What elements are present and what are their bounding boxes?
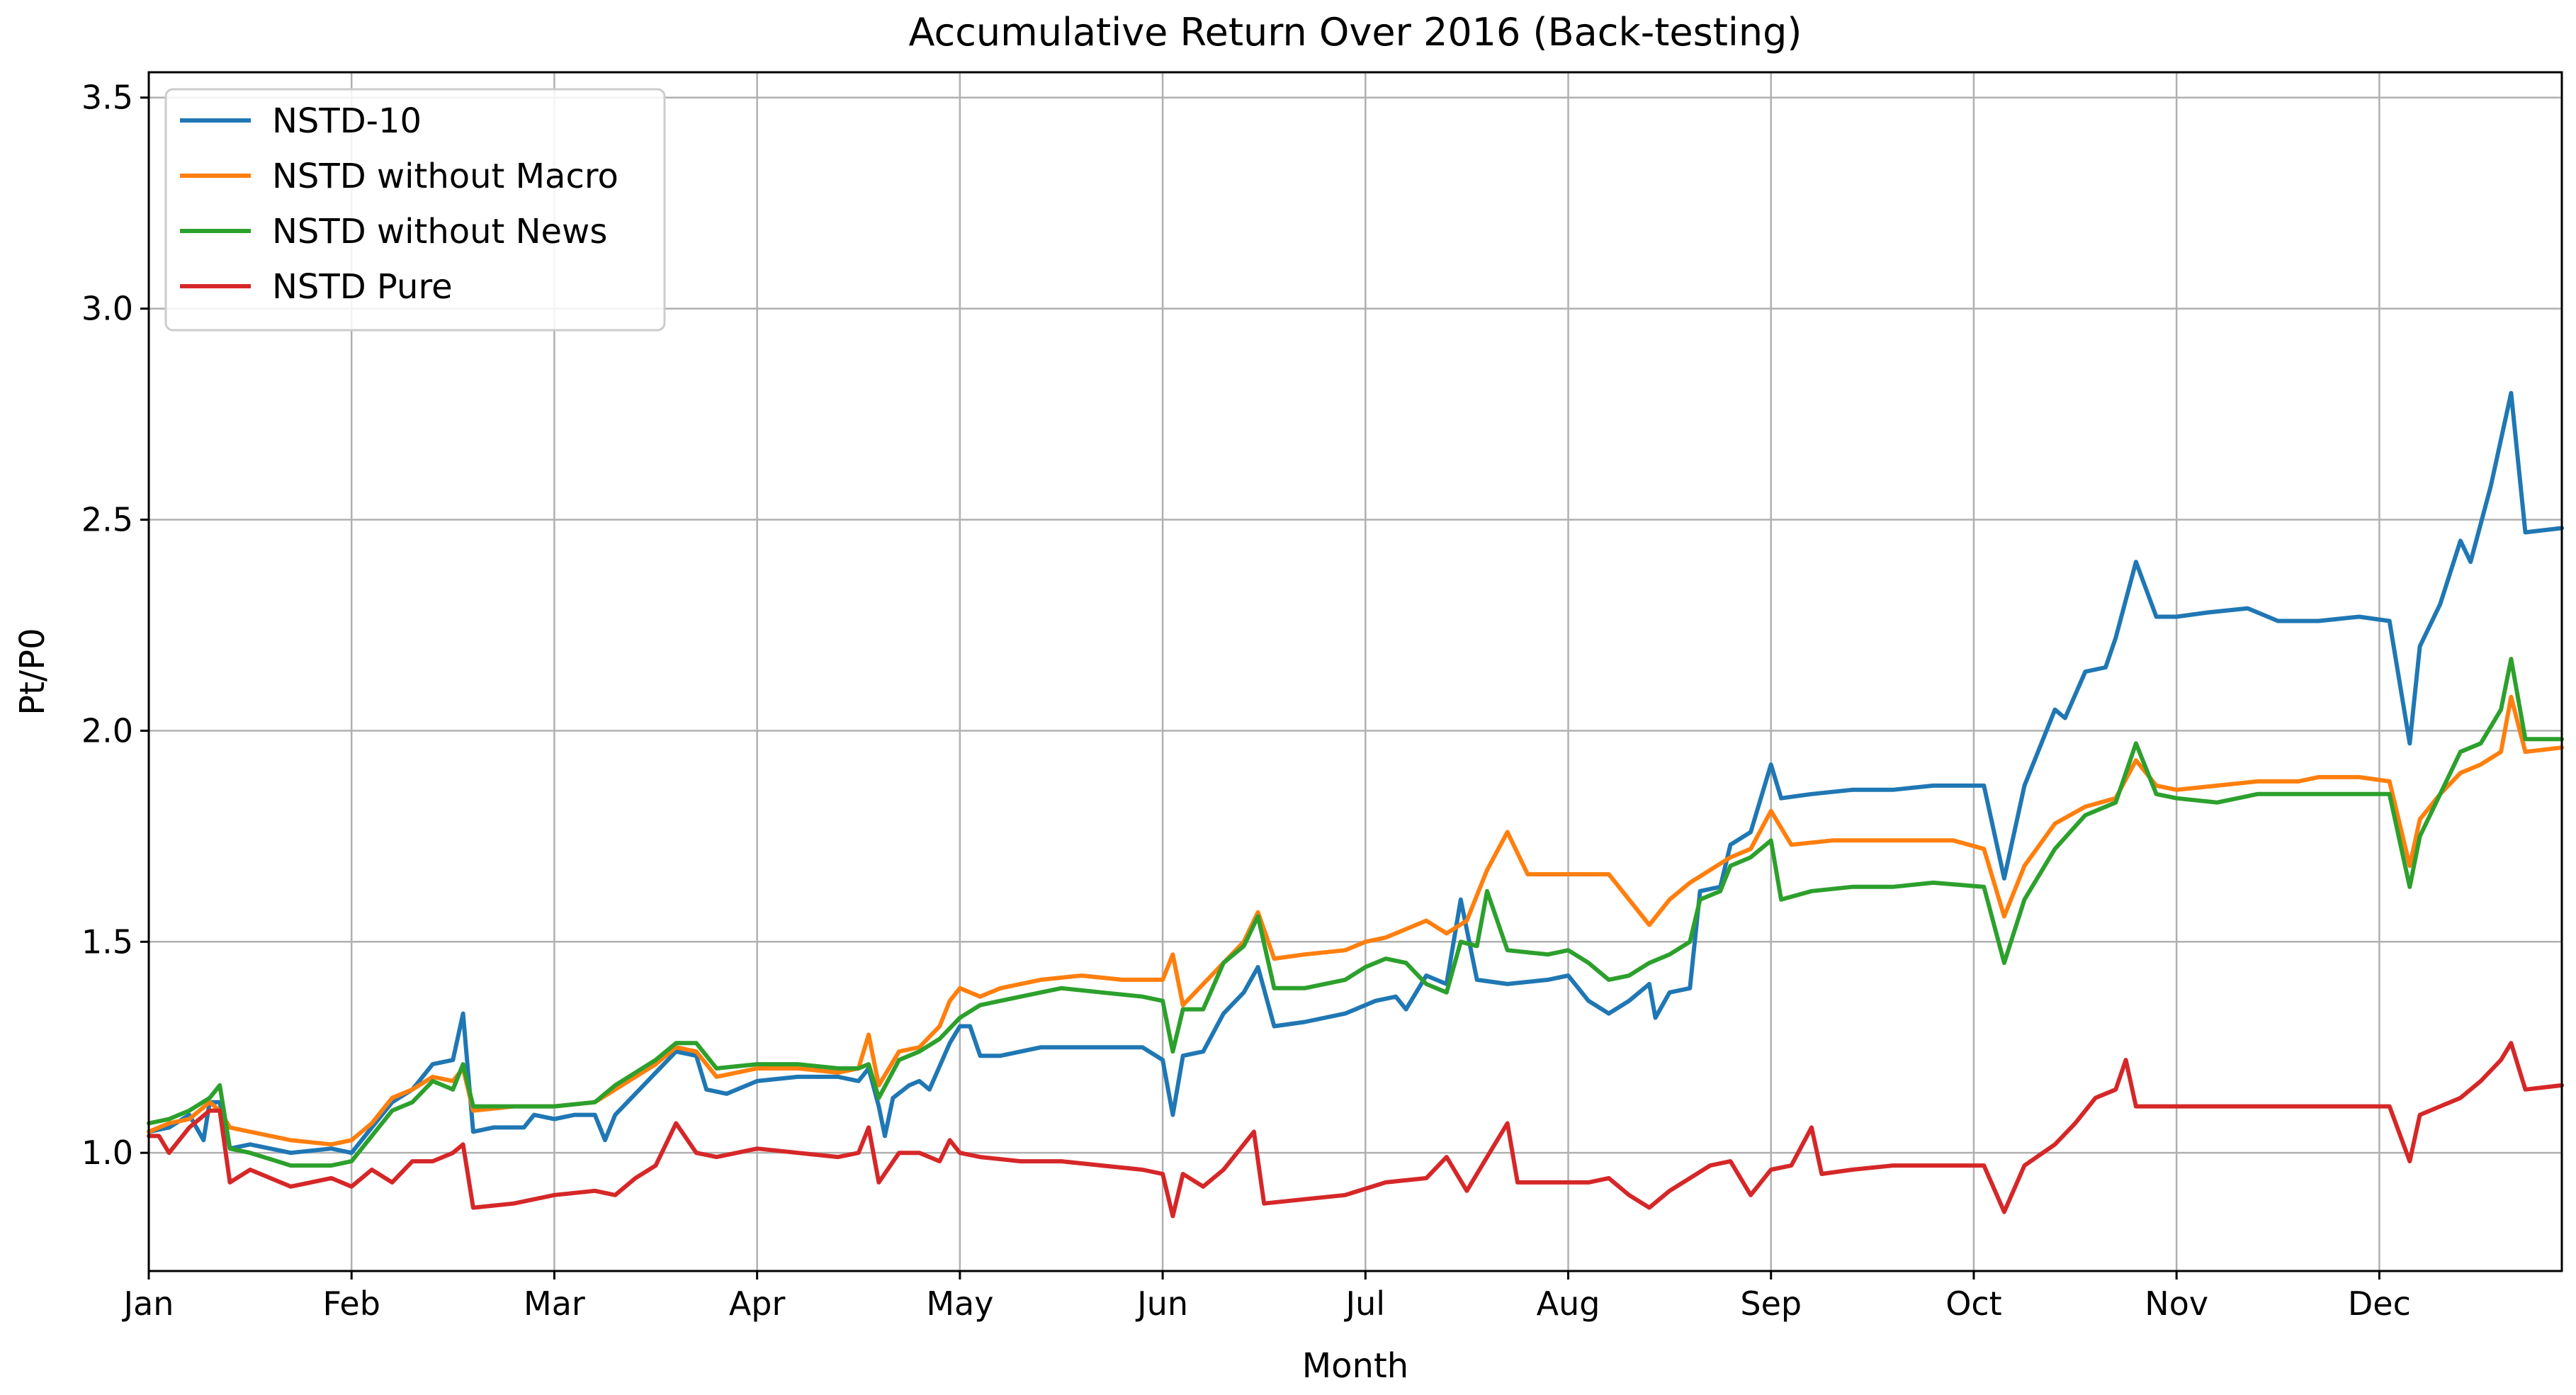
legend-label: NSTD Pure xyxy=(272,267,453,307)
y-tick-label: 1.0 xyxy=(81,1134,133,1172)
x-tick-label: Jan xyxy=(122,1284,174,1323)
x-axis-label: Month xyxy=(1302,1346,1408,1386)
series-line-nstd-pure xyxy=(147,1041,2564,1219)
y-tick-label: 2.0 xyxy=(81,711,133,750)
series-line-nstd-10 xyxy=(147,390,2564,1156)
legend-label: NSTD without Macro xyxy=(272,157,618,196)
x-tick-label: Feb xyxy=(322,1284,380,1323)
legend-label: NSTD-10 xyxy=(272,101,422,141)
chart-title: Accumulative Return Over 2016 (Back-test… xyxy=(909,10,1802,55)
x-tick-label: Jul xyxy=(1344,1284,1386,1323)
y-tick-label: 3.5 xyxy=(81,79,133,117)
series-group xyxy=(147,390,2564,1219)
plot-frame xyxy=(147,71,2563,1272)
legend-box xyxy=(164,88,666,332)
y-tick-label: 1.5 xyxy=(81,922,133,961)
y-tick-label: 2.5 xyxy=(81,501,133,539)
axis-ticks: Jan Feb Mar Apr May Jun Jul Aug Sep Oct Nov Dec 1.0 1… xyxy=(81,79,2411,1323)
x-tick-label: Jun xyxy=(1135,1284,1188,1323)
x-tick-label: Aug xyxy=(1537,1284,1600,1323)
legend-label: NSTD without News xyxy=(272,212,607,252)
x-tick-label: Nov xyxy=(2145,1284,2208,1323)
legend: NSTD-10 NSTD without Macro NSTD without Ne… xyxy=(164,88,666,332)
x-tick-label: May xyxy=(926,1284,993,1323)
y-axis-label: Pt/P0 xyxy=(13,628,52,715)
x-tick-label: Mar xyxy=(524,1284,585,1323)
x-tick-label: Apr xyxy=(729,1284,786,1323)
series-line-nstd-without-news xyxy=(147,657,2564,1168)
x-tick-label: Dec xyxy=(2348,1284,2411,1323)
x-tick-label: Sep xyxy=(1740,1284,1802,1323)
y-tick-label: 3.0 xyxy=(81,290,133,328)
x-tick-label: Oct xyxy=(1945,1284,2002,1323)
